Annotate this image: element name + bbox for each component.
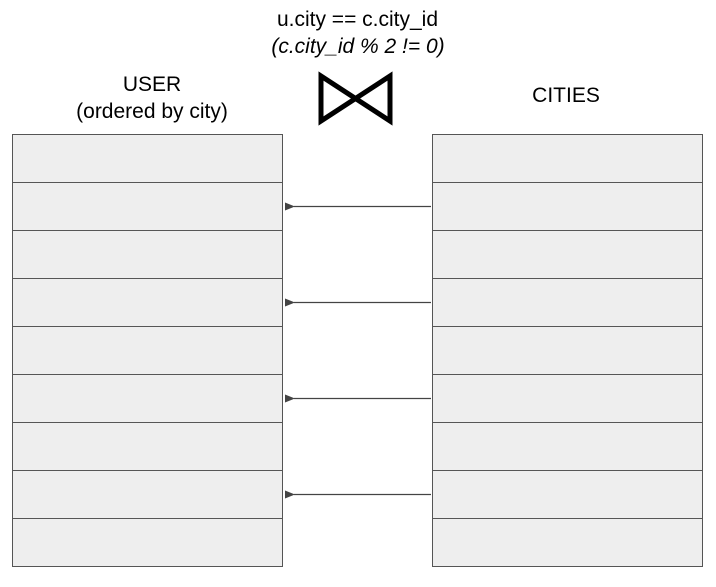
user-table-subtitle: (ordered by city): [76, 100, 228, 123]
user-table-row: [12, 374, 283, 423]
cities-table-row: [432, 422, 703, 471]
cities-table-title: CITIES: [532, 84, 600, 107]
cities-table-row: [432, 518, 703, 567]
user-table-row: [12, 518, 283, 567]
cities-table-row: [432, 374, 703, 423]
match-arrows: [285, 202, 431, 499]
user-table-title: USER: [122, 73, 182, 96]
cities-table-row: [432, 182, 703, 231]
cities-table: [432, 134, 703, 567]
join-filter: (c.city_id % 2 != 0): [271, 35, 445, 58]
user-table-row: [12, 470, 283, 519]
user-table-row: [12, 422, 283, 471]
user-table-row: [12, 182, 283, 231]
cities-table-row: [432, 326, 703, 375]
join-condition: u.city == c.city_id: [276, 8, 439, 31]
user-table-row: [12, 230, 283, 279]
user-table: [12, 134, 283, 567]
cities-table-row: [432, 470, 703, 519]
user-table-row: [12, 134, 283, 183]
cities-table-row: [432, 134, 703, 183]
cities-table-row: [432, 230, 703, 279]
cities-table-row: [432, 278, 703, 327]
bowtie-join-icon: [318, 71, 393, 126]
user-table-row: [12, 278, 283, 327]
user-table-row: [12, 326, 283, 375]
